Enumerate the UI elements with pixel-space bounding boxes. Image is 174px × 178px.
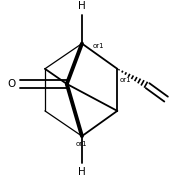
- Text: or1: or1: [120, 77, 131, 83]
- Text: O: O: [7, 79, 15, 89]
- Text: or1: or1: [76, 141, 88, 147]
- Text: H: H: [78, 167, 86, 177]
- Text: or1: or1: [93, 43, 105, 49]
- Text: H: H: [78, 1, 86, 11]
